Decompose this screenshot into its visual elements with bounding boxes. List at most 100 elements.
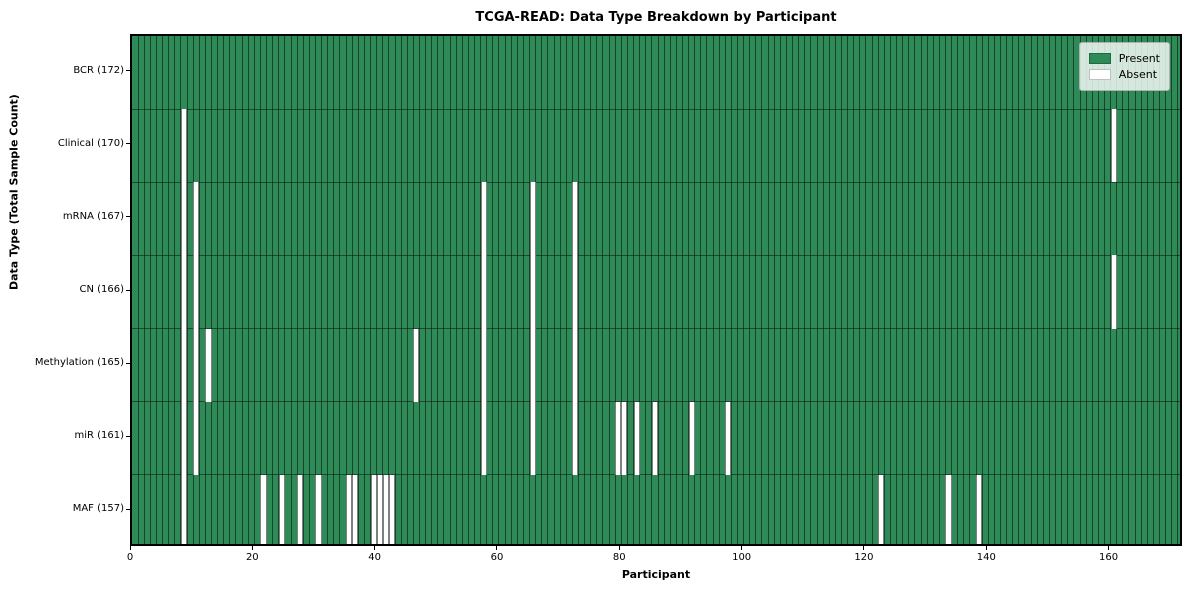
x-tick-label: 80 [612, 552, 626, 563]
absent-cell [413, 328, 420, 402]
participant-gridline [1152, 36, 1154, 544]
y-tick-label: miR (161) [74, 430, 124, 442]
participant-gridline [149, 36, 151, 544]
x-tick-label: 20 [245, 552, 259, 563]
participant-gridline [914, 36, 916, 544]
participant-gridline [143, 36, 145, 544]
participant-gridline [1177, 36, 1179, 544]
participant-gridline [1061, 36, 1063, 544]
participant-gridline [944, 36, 946, 544]
participant-gridline [229, 36, 231, 544]
participant-gridline [779, 36, 781, 544]
participant-gridline [223, 36, 225, 544]
participant-gridline [645, 36, 647, 544]
participant-gridline [314, 36, 316, 544]
participant-gridline [798, 36, 800, 544]
absent-cell [529, 182, 536, 475]
x-tick [618, 546, 620, 550]
legend-item-present: Present [1088, 52, 1160, 65]
participant-gridline [461, 36, 463, 544]
participant-gridline [608, 36, 610, 544]
participant-gridline [1171, 36, 1173, 544]
x-tick-label: 60 [490, 552, 504, 563]
participant-gridline [406, 36, 408, 544]
x-tick-label: 0 [126, 552, 134, 563]
participant-gridline [345, 36, 347, 544]
participant-gridline [137, 36, 139, 544]
participant-gridline [1085, 36, 1087, 544]
legend: Present Absent [1078, 42, 1170, 91]
participant-gridline [883, 36, 885, 544]
participant-gridline [639, 36, 641, 544]
participant-gridline [370, 36, 372, 544]
absent-cell [651, 401, 658, 475]
y-tick-label: BCR (172) [73, 64, 124, 76]
participant-gridline [614, 36, 616, 544]
participant-gridline [388, 36, 390, 544]
participant-gridline [168, 36, 170, 544]
participant-gridline [1036, 36, 1038, 544]
participant-gridline [278, 36, 280, 544]
x-tick [374, 546, 376, 550]
y-tick-label: mRNA (167) [62, 210, 124, 222]
participant-gridline [541, 36, 543, 544]
participant-gridline [553, 36, 555, 544]
participant-gridline [418, 36, 420, 544]
participant-gridline [357, 36, 359, 544]
participant-gridline [663, 36, 665, 544]
absent-cell [621, 401, 628, 475]
participant-gridline [1146, 36, 1148, 544]
participant-gridline [1073, 36, 1075, 544]
participant-gridline [266, 36, 268, 544]
participant-gridline [474, 36, 475, 544]
participant-gridline [467, 36, 469, 544]
participant-gridline [792, 36, 794, 544]
x-tick [863, 546, 865, 550]
participant-gridline [657, 36, 659, 544]
y-tick [126, 143, 130, 145]
participant-gridline [651, 36, 653, 544]
participant-gridline [174, 36, 176, 544]
x-tick [129, 546, 131, 550]
absent-cell [370, 474, 377, 544]
absent-cell [976, 474, 983, 544]
participant-gridline [920, 36, 922, 544]
participant-gridline [951, 36, 953, 544]
x-tick-label: 160 [1099, 552, 1119, 563]
y-tick-label: MAF (157) [72, 503, 124, 515]
participant-gridline [822, 36, 824, 544]
participant-gridline [492, 36, 494, 544]
absent-cell [945, 474, 952, 544]
participant-gridline [963, 36, 965, 544]
x-tick-label: 120 [854, 552, 874, 563]
participant-gridline [877, 36, 879, 544]
participant-gridline [1159, 36, 1161, 544]
participant-gridline [290, 36, 292, 544]
participant-gridline [755, 36, 757, 544]
absent-cell [297, 474, 304, 544]
x-axis-label: Participant [621, 568, 691, 581]
absent-swatch-icon [1088, 69, 1111, 80]
participant-gridline [443, 36, 445, 544]
participant-gridline [620, 36, 622, 544]
present-swatch-icon [1088, 53, 1111, 64]
participant-gridline [847, 36, 849, 544]
participant-gridline [449, 36, 451, 544]
absent-cell [725, 401, 732, 475]
participant-gridline [522, 36, 524, 544]
absent-cell [1110, 255, 1117, 329]
participant-gridline [1128, 36, 1130, 544]
participant-gridline [186, 36, 188, 544]
absent-cell [480, 182, 487, 475]
y-tick [126, 508, 130, 510]
participant-gridline [559, 36, 561, 544]
participant-gridline [510, 36, 512, 544]
plot-area: Present Absent [130, 34, 1182, 546]
absent-cell [382, 474, 389, 544]
participant-gridline [1097, 36, 1099, 544]
participant-gridline [535, 36, 537, 544]
participant-gridline [162, 36, 164, 544]
x-tick [741, 546, 743, 550]
participant-gridline [840, 36, 842, 544]
participant-gridline [816, 36, 818, 544]
